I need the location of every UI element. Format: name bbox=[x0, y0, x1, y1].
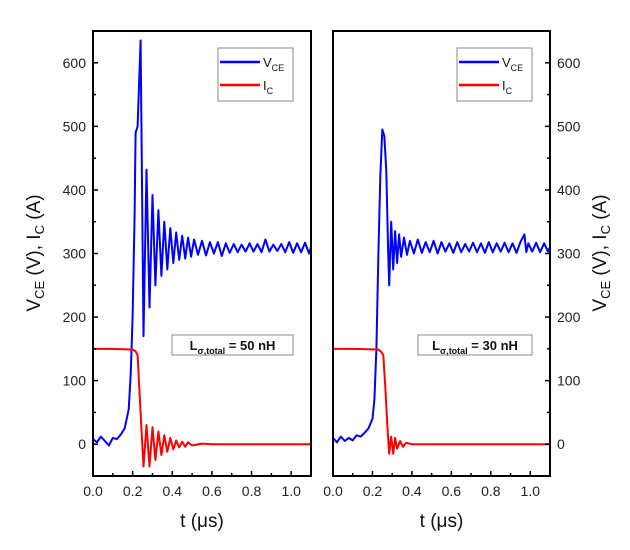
x-tick-label: 0.2 bbox=[363, 483, 383, 499]
legend: VCE IC bbox=[217, 47, 294, 102]
y-tick-label: 200 bbox=[557, 309, 581, 325]
legend: VCE IC bbox=[456, 47, 533, 102]
series-line-ic bbox=[93, 347, 311, 468]
x-tick-label: 1.0 bbox=[521, 483, 541, 499]
series-line-vce bbox=[332, 128, 551, 444]
y-axis-label: VCE (V), IC (A) bbox=[590, 194, 613, 311]
y-tick-label: 400 bbox=[557, 182, 581, 198]
label-part: L bbox=[432, 338, 440, 353]
label-part: = 30 nH bbox=[468, 338, 518, 353]
annotation-text: Lσ,total = 30 nH bbox=[432, 338, 518, 356]
panel-left: 0.0 0.2 0.4 0.6 0.8 1.0 0 100 200 300 400 500 600 t (… bbox=[24, 30, 312, 532]
x-tick-label: 0.4 bbox=[163, 483, 183, 499]
label-part: (V), I bbox=[24, 234, 45, 280]
label-part: C bbox=[598, 225, 613, 234]
y-tick-label: 200 bbox=[63, 309, 87, 325]
label-part: CE bbox=[598, 281, 613, 299]
x-tick-label: 0.0 bbox=[83, 483, 103, 499]
y-tick-label: 400 bbox=[63, 182, 87, 198]
y-tick-label: 300 bbox=[63, 246, 87, 262]
label-part: σ,total bbox=[440, 346, 468, 356]
legend-entry: VCE bbox=[502, 55, 523, 73]
label-part: I bbox=[263, 78, 267, 93]
x-axis-label: t (μs) bbox=[180, 511, 224, 532]
y-tick-label: 600 bbox=[63, 55, 87, 71]
legend-entry: VCE bbox=[263, 55, 284, 73]
y-axis-label: VCE (V), IC (A) bbox=[24, 194, 47, 311]
x-tick-label: 0.4 bbox=[402, 483, 422, 499]
label-part: V bbox=[590, 299, 611, 312]
annotation-inductance: Lσ,total = 30 nH bbox=[417, 334, 533, 356]
label-part: (V), I bbox=[590, 234, 611, 280]
annotation-inductance: Lσ,total = 50 nH bbox=[171, 334, 294, 356]
x-tick-label: 0.0 bbox=[323, 483, 343, 499]
label-part: I bbox=[502, 78, 506, 93]
annotation-box bbox=[417, 334, 533, 356]
y-tick-label: 300 bbox=[557, 246, 581, 262]
label-part: V bbox=[502, 55, 511, 70]
label-part: (A) bbox=[24, 194, 45, 225]
annotation-box bbox=[171, 334, 294, 356]
x-tick-label: 0.6 bbox=[202, 483, 222, 499]
x-tick-label: 1.0 bbox=[281, 483, 301, 499]
label-part: V bbox=[263, 55, 272, 70]
x-tick-label: 0.2 bbox=[123, 483, 143, 499]
x-tick-label: 0.8 bbox=[481, 483, 501, 499]
label-part: L bbox=[190, 338, 198, 353]
label-part: C bbox=[506, 86, 513, 96]
x-tick-label: 0.8 bbox=[242, 483, 262, 499]
label-part: t (μs) bbox=[420, 511, 464, 532]
y-tick-label: 600 bbox=[557, 55, 581, 71]
x-tick-label: 0.6 bbox=[442, 483, 462, 499]
label-part: CE bbox=[511, 63, 524, 73]
label-part: CE bbox=[32, 281, 47, 299]
series-line-ic bbox=[333, 347, 550, 455]
label-part: V bbox=[24, 299, 45, 312]
y-tick-label: 500 bbox=[557, 118, 581, 134]
y-tick-label: 100 bbox=[63, 373, 87, 389]
y-tick-label: 0 bbox=[557, 436, 565, 452]
label-part: t (μs) bbox=[180, 511, 224, 532]
label-part: C bbox=[267, 86, 274, 96]
label-part: C bbox=[32, 225, 47, 234]
legend-entry: IC bbox=[263, 78, 274, 96]
annotation-text: Lσ,total = 50 nH bbox=[190, 338, 276, 356]
series-line-vce bbox=[92, 39, 312, 447]
legend-entry: IC bbox=[502, 78, 513, 96]
legend-box bbox=[217, 47, 294, 102]
y-tick-label: 0 bbox=[78, 436, 86, 452]
label-part: σ,total bbox=[198, 346, 226, 356]
x-axis-label: t (μs) bbox=[420, 511, 464, 532]
y-tick-label: 100 bbox=[557, 373, 581, 389]
label-part: = 50 nH bbox=[225, 338, 275, 353]
panel-right: 0.0 0.2 0.4 0.6 0.8 1.0 0 100 200 300 400 500 600 t (… bbox=[323, 30, 613, 532]
label-part: (A) bbox=[590, 194, 611, 225]
legend-box bbox=[456, 47, 533, 102]
label-part: CE bbox=[272, 63, 285, 73]
y-tick-label: 500 bbox=[63, 118, 87, 134]
